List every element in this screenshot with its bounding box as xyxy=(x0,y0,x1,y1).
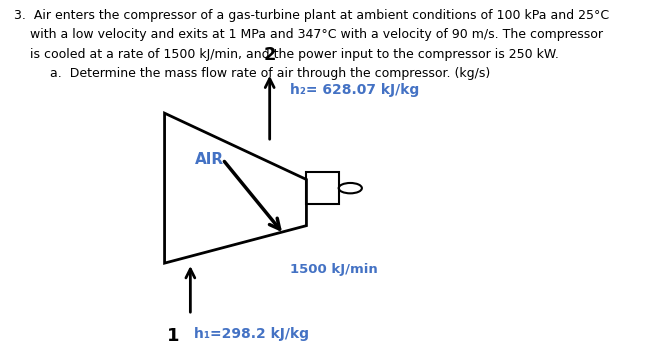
Text: 1: 1 xyxy=(166,327,179,345)
Text: AIR: AIR xyxy=(195,152,224,167)
Text: a.  Determine the mass flow rate of air through the compressor. (kg/s): a. Determine the mass flow rate of air t… xyxy=(14,67,491,80)
Text: h₂= 628.07 kJ/kg: h₂= 628.07 kJ/kg xyxy=(290,83,420,97)
Text: 3.  Air enters the compressor of a gas-turbine plant at ambient conditions of 10: 3. Air enters the compressor of a gas-tu… xyxy=(14,9,609,22)
Text: 1500 kJ/min: 1500 kJ/min xyxy=(290,263,378,276)
Text: with a low velocity and exits at 1 MPa and 347°C with a velocity of 90 m/s. The : with a low velocity and exits at 1 MPa a… xyxy=(14,28,603,41)
Text: 2: 2 xyxy=(263,46,276,64)
Text: h₁=298.2 kJ/kg: h₁=298.2 kJ/kg xyxy=(193,327,309,341)
Text: is cooled at a rate of 1500 kJ/min, and the power input to the compressor is 250: is cooled at a rate of 1500 kJ/min, and … xyxy=(14,47,559,61)
